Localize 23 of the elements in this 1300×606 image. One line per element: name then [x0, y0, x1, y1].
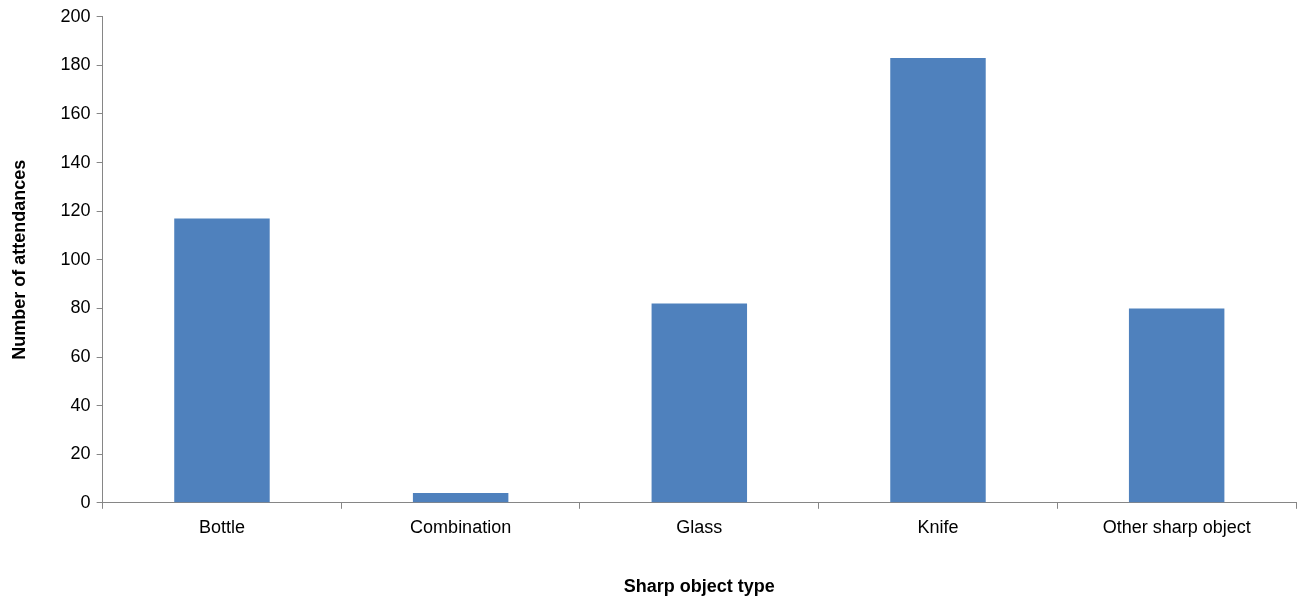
y-tick-label: 180: [60, 54, 91, 75]
bar: [651, 303, 748, 503]
y-tick-label: 80: [70, 297, 91, 318]
bar: [1128, 308, 1225, 503]
y-tick-label: 40: [70, 394, 91, 415]
bar: [174, 218, 270, 503]
y-tick-label: 100: [60, 248, 91, 269]
y-tick-label: 200: [60, 5, 91, 26]
x-tick-label: Knife: [917, 516, 959, 537]
bar: [412, 493, 509, 503]
x-tick-label: Combination: [410, 516, 512, 537]
y-tick-label: 160: [60, 102, 91, 123]
y-tick-label: 140: [60, 151, 91, 172]
y-tick-label: 60: [70, 345, 91, 366]
x-axis-title: Sharp object type: [623, 576, 775, 597]
x-tick-label: Glass: [676, 516, 723, 537]
y-tick-label: 20: [70, 443, 91, 464]
y-axis-title: Number of attendances: [8, 159, 29, 360]
bar: [890, 58, 986, 503]
y-tick-label: 120: [60, 200, 91, 221]
y-tick-label: 0: [80, 491, 91, 512]
x-tick-label: Bottle: [198, 516, 245, 537]
x-tick-label: Other sharp object: [1102, 516, 1251, 537]
